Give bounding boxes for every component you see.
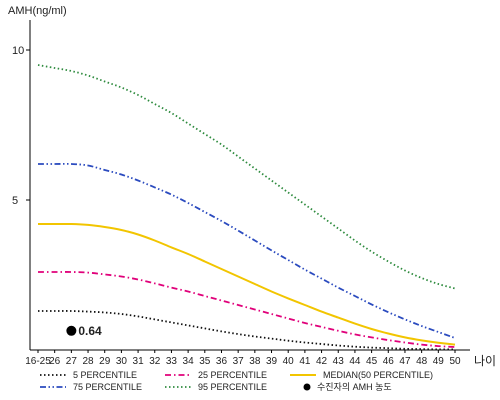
x-tick-label: 35 bbox=[199, 356, 211, 367]
legend-marker-swatch bbox=[303, 383, 311, 391]
x-tick-label: 46 bbox=[383, 356, 395, 367]
x-tick-label: 42 bbox=[316, 356, 328, 367]
x-tick-label: 32 bbox=[149, 356, 161, 367]
series-line-4 bbox=[37, 64, 456, 290]
x-tick-label: 39 bbox=[266, 356, 278, 367]
x-tick-label: 36 bbox=[216, 356, 228, 367]
x-tick-label: 44 bbox=[349, 356, 361, 367]
x-tick-label: 33 bbox=[166, 356, 178, 367]
legend-label: 25 PERCENTILE bbox=[198, 370, 267, 380]
x-tick-label: 16-25 bbox=[25, 356, 51, 367]
x-tick-label: 40 bbox=[283, 356, 295, 367]
x-tick-label: 38 bbox=[249, 356, 261, 367]
x-tick-label: 37 bbox=[233, 356, 245, 367]
x-tick-label: 31 bbox=[133, 356, 145, 367]
y-tick-label: 5 bbox=[12, 195, 18, 207]
x-tick-label: 34 bbox=[183, 356, 195, 367]
y-ticks: 5 10 bbox=[12, 45, 30, 207]
x-tick-label: 28 bbox=[82, 356, 94, 367]
x-tick-label: 27 bbox=[66, 356, 78, 367]
x-tick-label: 43 bbox=[333, 356, 345, 367]
legend-marker-label: 수진자의 AMH 농도 bbox=[317, 382, 392, 392]
series-line-0 bbox=[38, 310, 456, 351]
x-tick-label: 41 bbox=[299, 356, 311, 367]
legend-label: 5 PERCENTILE bbox=[73, 370, 137, 380]
series-lines bbox=[37, 64, 456, 351]
x-tick-label: 47 bbox=[399, 356, 411, 367]
series-line-3 bbox=[38, 162, 456, 339]
x-tick-label: 29 bbox=[99, 356, 111, 367]
legend-label: MEDIAN(50 PERCENTILE) bbox=[323, 370, 433, 380]
patient-amh-point bbox=[66, 325, 77, 336]
legend-label: 95 PERCENTILE bbox=[198, 382, 267, 392]
x-tick-label: 50 bbox=[449, 356, 461, 367]
series-line-1 bbox=[38, 271, 456, 348]
legend: 5 PERCENTILE 25 PERCENTILE MEDIAN(50 PERCE… bbox=[40, 370, 433, 392]
x-tick-label: 26 bbox=[49, 356, 61, 367]
series-line-2 bbox=[38, 222, 456, 346]
x-axis-label: 나이 bbox=[474, 354, 496, 368]
y-tick-label: 10 bbox=[12, 45, 24, 57]
x-tick-label: 45 bbox=[366, 356, 378, 367]
legend-label: 75 PERCENTILE bbox=[73, 382, 142, 392]
y-axis-label: AMH(ng/ml) bbox=[8, 5, 67, 17]
x-tick-label: 48 bbox=[416, 356, 428, 367]
x-tick-label: 49 bbox=[433, 356, 445, 367]
x-tick-label: 30 bbox=[116, 356, 128, 367]
patient-amh-value-label: 0.64 bbox=[78, 324, 102, 338]
